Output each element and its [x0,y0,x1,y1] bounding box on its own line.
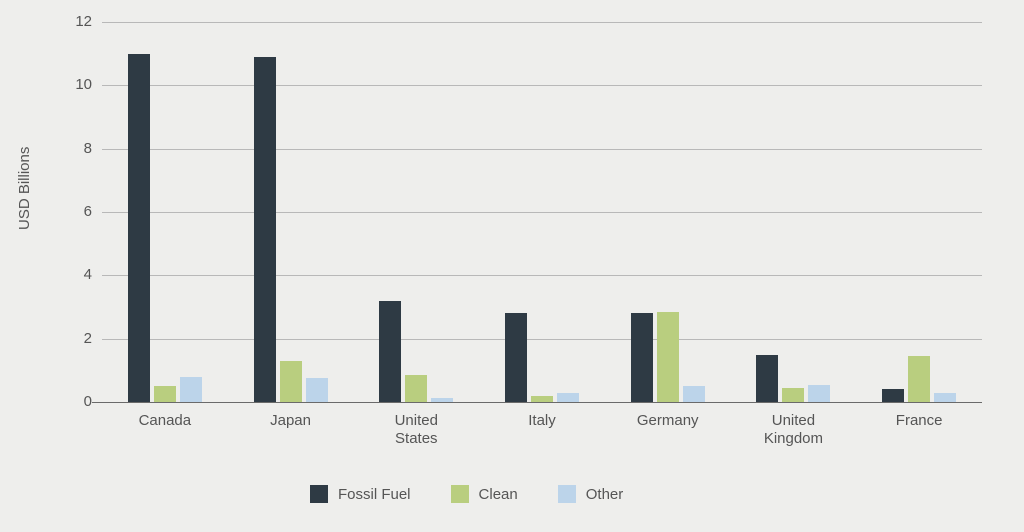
legend: Fossil Fuel Clean Other [310,485,623,503]
legend-label: Other [586,486,624,503]
x-axis-baseline [92,402,982,403]
legend-item-clean: Clean [451,485,518,503]
x-tick-label: Germany [608,412,728,430]
bar-other [180,377,202,402]
legend-label: Fossil Fuel [338,486,411,503]
bar-clean [154,386,176,402]
y-tick-label: 10 [52,76,92,93]
legend-item-other: Other [558,485,624,503]
bar-clean [280,361,302,402]
y-tick-label: 6 [52,203,92,220]
bar-fossil [128,54,150,402]
y-tick-label: 8 [52,140,92,157]
y-tick-label: 12 [52,13,92,30]
bar-fossil [882,389,904,402]
y-tick-label: 2 [52,330,92,347]
bar-other [431,398,453,402]
x-tick-label: UnitedStates [356,412,476,448]
bar-other [808,385,830,402]
chart-container: USD Billions 0 2 4 6 8 10 12 Canada Japan United… [0,0,1024,532]
bar-fossil [254,57,276,402]
x-tick-label: UnitedKingdom [733,412,853,448]
y-tick-label: 4 [52,266,92,283]
x-tick-label: Italy [482,412,602,430]
bar-clean [405,375,427,402]
bar-fossil [756,355,778,403]
legend-swatch [310,485,328,503]
bar-other [934,393,956,403]
y-axis-title: USD Billions [16,147,33,230]
bar-other [557,393,579,403]
bar-fossil [379,301,401,402]
bar-fossil [631,313,653,402]
bar-fossil [505,313,527,402]
x-tick-label: Canada [105,412,225,430]
bar-clean [782,388,804,402]
y-tick-label: 0 [52,393,92,410]
bar-clean [657,312,679,402]
legend-item-fossil: Fossil Fuel [310,485,411,503]
bar-clean [531,396,553,402]
bar-other [306,378,328,402]
plot-area [102,22,982,402]
legend-label: Clean [479,486,518,503]
bar-other [683,386,705,402]
x-tick-label: Japan [231,412,351,430]
bar-clean [908,356,930,402]
legend-swatch [451,485,469,503]
x-tick-label: France [859,412,979,430]
legend-swatch [558,485,576,503]
